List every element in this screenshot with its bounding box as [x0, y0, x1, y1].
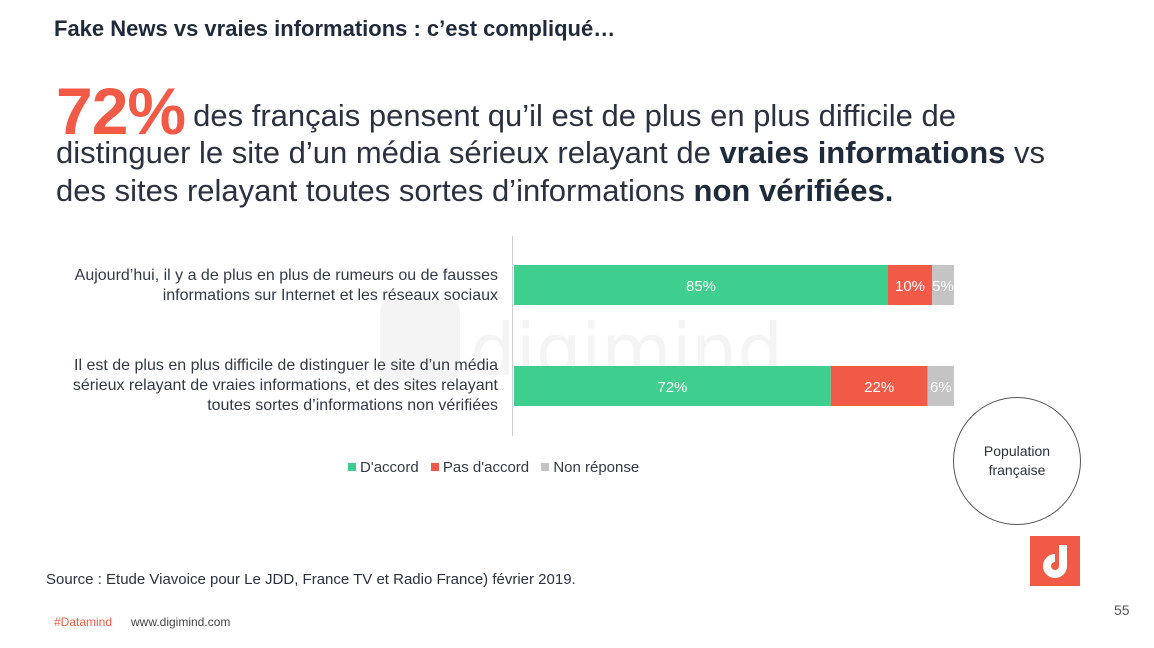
footer-hashtag: #Datamind [54, 615, 113, 629]
headline-line2-bold: vraies informations [719, 135, 1006, 170]
chart-legend: D'accord Pas d'accord Non réponse [348, 459, 647, 476]
bar-label-accord-row-1: 72% [657, 379, 687, 396]
legend-swatch-accord [348, 463, 356, 471]
page-number: 55 [1114, 602, 1130, 618]
bar-label-non-reponse-row-1: 6% [930, 379, 952, 396]
population-circle: Population française [953, 397, 1081, 525]
digimind-logo-icon [1030, 536, 1080, 586]
slide-title: Fake News vs vraies informations : c’est… [54, 16, 616, 41]
bar-accord-row-1 [514, 366, 831, 406]
legend-label-non-reponse: Non réponse [553, 459, 640, 476]
category-label-1: Il est de plus en plus difficile de dist… [72, 357, 498, 414]
headline-line3-bold: non vérifiées. [693, 173, 894, 208]
bar-label-pas-accord-row-1: 22% [864, 379, 894, 396]
bar-pas-accord-row-0 [888, 265, 932, 305]
legend-label-pas-accord: Pas d'accord [442, 459, 530, 476]
bar-accord-row-0 [514, 265, 888, 305]
bar-pas-accord-row-1 [830, 366, 928, 406]
bar-non-reponse-row-1 [927, 366, 954, 406]
legend-label-accord: D'accord [360, 459, 419, 476]
bar-label-accord-row-0: 85% [686, 278, 716, 295]
legend-item-accord: D'accord [348, 459, 419, 476]
watermark-logo-icon [380, 300, 460, 380]
source-note: Source : Etude Viavoice pour Le JDD, Fra… [46, 571, 576, 588]
chart-axis-line [512, 236, 513, 436]
legend-swatch-non-reponse [541, 463, 550, 471]
headline: 72% des français pensent qu’il est de plu… [56, 78, 1126, 210]
bar-label-pas-accord-row-0: 10% [895, 278, 925, 295]
legend-item-non-reponse: Non réponse [541, 459, 639, 476]
headline-line2-post: vs [1005, 135, 1046, 170]
headline-line3-pre: des sites relayant toutes sortes d’infor… [56, 173, 694, 208]
digimind-logo-mark-icon [1043, 545, 1067, 578]
bar-non-reponse-row-0 [932, 265, 954, 305]
category-label-0: Aujourd’hui, il y a de plus en plus de r… [74, 267, 498, 304]
legend-item-pas-accord: Pas d'accord [430, 459, 530, 476]
footer-url: www.digimind.com [131, 615, 231, 629]
headline-big-value: 72% [56, 74, 186, 148]
bar-label-non-reponse-row-0: 5% [932, 278, 954, 295]
headline-line1: des français pensent qu’il est de plus e… [193, 98, 956, 133]
population-label: Population française [983, 443, 1051, 478]
legend-swatch-pas-accord [430, 463, 439, 471]
headline-line2-pre: distinguer le site d’un média sérieux re… [56, 135, 720, 170]
